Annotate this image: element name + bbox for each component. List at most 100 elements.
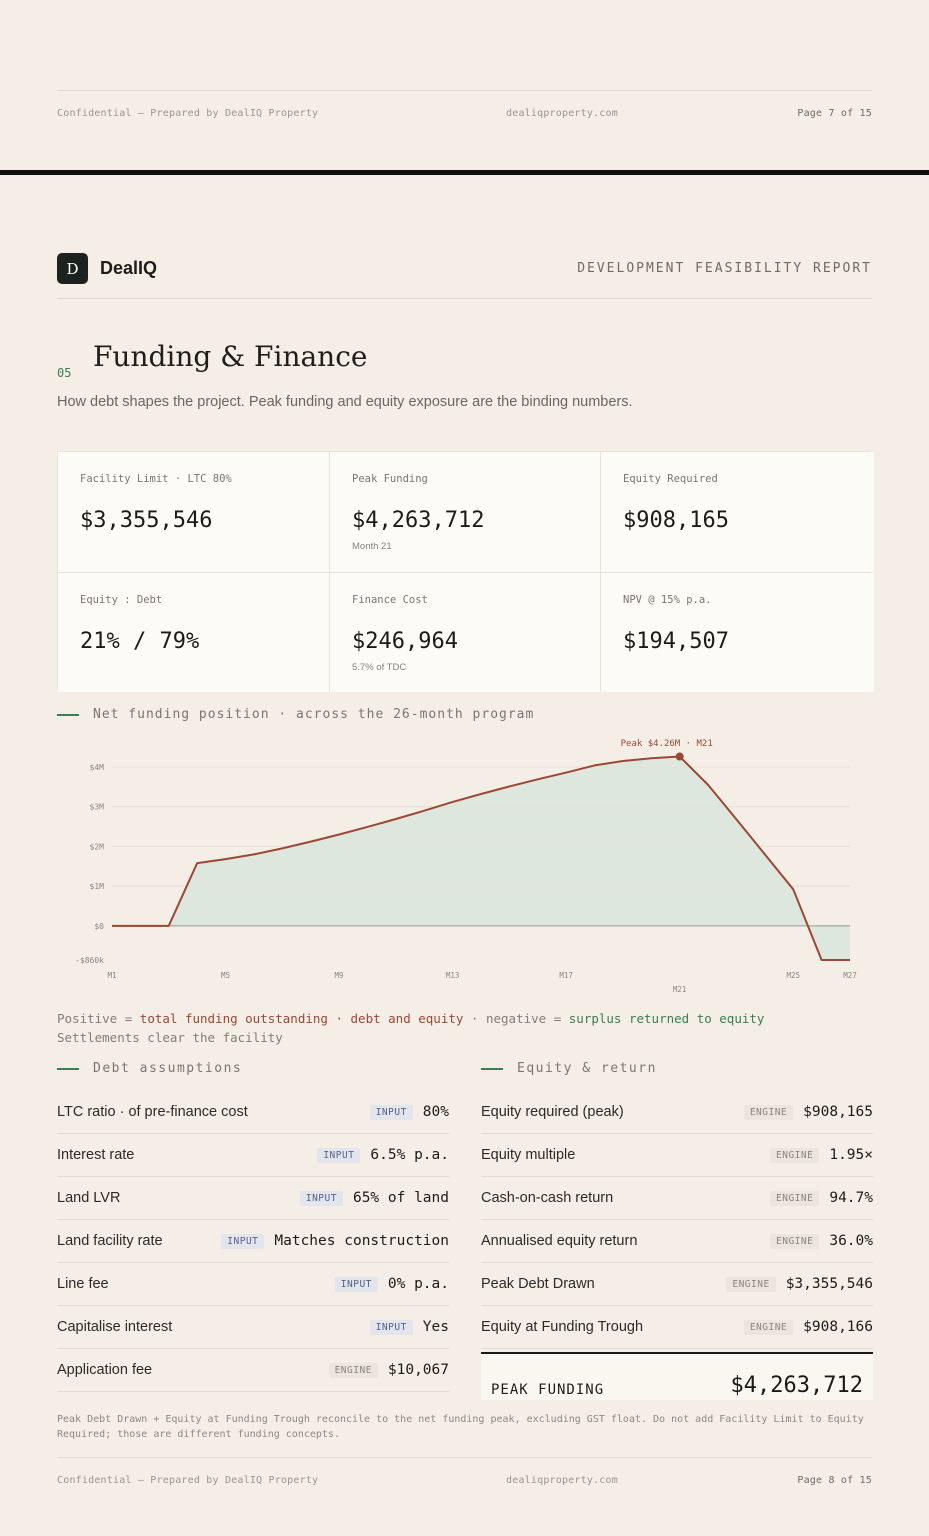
page8-footer: Confidential — Prepared by DealIQ Proper… [57,1457,872,1497]
header-divider [57,298,872,299]
section-subtitle: How debt shapes the project. Peak fundin… [57,394,633,410]
footer-confidential: Confidential — Prepared by DealIQ Proper… [57,1475,319,1486]
engine-badge: ENGINE [328,1362,378,1378]
footer-confidential: Confidential — Prepared by DealIQ Proper… [57,108,319,119]
row-value: 1.95× [829,1147,873,1163]
table-row: Equity multiple ENGINE 1.95× [481,1134,873,1177]
x-tick-label: M13 [446,971,460,980]
row-value-group: INPUT Yes [369,1306,449,1348]
heading-dash-icon [481,1067,503,1070]
kpi-label: Facility Limit · LTC 80% [80,473,232,485]
row-value-group: ENGINE 94.7% [770,1177,873,1219]
row-label: Equity required (peak) [481,1104,624,1120]
reconciliation-note: Peak Debt Drawn + Equity at Funding Trou… [57,1414,864,1440]
debt-assumptions-table: LTC ratio · of pre-finance cost INPUT 80% I… [57,1091,449,1392]
row-value: $10,067 [387,1362,449,1378]
brand: D DealIQ [57,253,157,284]
legend-positive-label: Positive = [57,1011,140,1026]
y-tick-label: $4M [90,763,105,772]
row-value: 36.0% [829,1233,873,1249]
row-value: 6.5% p.a. [370,1147,449,1163]
table-row: Land facility rate INPUT Matches construct… [57,1220,449,1263]
peak-funding-summary: PEAK FUNDING $4,263,712 [481,1352,873,1400]
table-row: Line fee INPUT 0% p.a. [57,1263,449,1306]
legend-positive-text: total funding outstanding · debt and equ… [139,1011,464,1026]
section-title: Funding & Finance [93,340,368,373]
table-row: Cash-on-cash return ENGINE 94.7% [481,1177,873,1220]
row-value: $908,166 [803,1319,873,1335]
peak-marker [675,752,684,761]
x-tick-label: M25 [786,971,800,980]
row-value: 65% of land [352,1190,449,1206]
debt-heading: Debt assumptions [57,1061,242,1076]
input-badge: INPUT [221,1233,265,1249]
engine-badge: ENGINE [770,1233,820,1249]
row-value-group: INPUT 6.5% p.a. [317,1134,449,1176]
row-label: Peak Debt Drawn [481,1276,595,1292]
row-label: LTC ratio · of pre-finance cost [57,1104,248,1120]
footer-page-number: Page 8 of 15 [797,1475,872,1486]
row-value: 80% [422,1104,449,1120]
equity-heading: Equity & return [481,1061,657,1076]
footer-website: dealiqproperty.com [506,108,618,119]
table-row: Equity required (peak) ENGINE $908,165 [481,1091,873,1134]
kpi-card: Facility Limit · LTC 80% $3,355,546 [58,452,329,572]
row-value: 94.7% [829,1190,873,1206]
row-value-group: ENGINE $908,165 [743,1091,873,1133]
chart-caption: Net funding position · across the 26-mon… [57,707,534,722]
row-value-group: INPUT Matches construction [221,1220,449,1262]
input-badge: INPUT [334,1276,378,1292]
kpi-label: Peak Funding [352,473,428,485]
table-row: Annualised equity return ENGINE 36.0% [481,1220,873,1263]
debt-heading-text: Debt assumptions [93,1061,243,1076]
table-row: Equity at Funding Trough ENGINE $908,166 [481,1306,873,1349]
kpi-value: $246,964 [352,629,458,654]
x-tick-label: M1 [107,971,116,980]
y-tick-label: $0 [94,922,104,931]
y-tick-label: $3M [90,803,105,812]
engine-badge: ENGINE [726,1276,776,1292]
engine-badge: ENGINE [770,1190,820,1206]
kpi-card: Peak Funding $4,263,712 Month 21 [330,452,600,572]
kpi-label: Equity Required [623,473,718,485]
legend-negative-label: · negative = [463,1011,569,1026]
kpi-value: $908,165 [623,508,729,533]
kpi-grid: Facility Limit · LTC 80% $3,355,546 Peak… [57,451,874,692]
kpi-note: 5.7% of TDC [352,662,407,673]
table-row: Land LVR INPUT 65% of land [57,1177,449,1220]
x-tick-label: M5 [221,971,230,980]
x-tick-label: M17 [559,971,573,980]
row-value-group: ENGINE $10,067 [328,1349,449,1391]
section-number: 05 [57,366,72,380]
page7-footer: Confidential — Prepared by DealIQ Proper… [57,90,872,130]
row-label: Annualised equity return [481,1233,638,1249]
footer-page-number: Page 7 of 15 [797,108,872,119]
kpi-label: Finance Cost [352,594,428,606]
x-tick-label: M21 [673,985,687,994]
kpi-value: 21% / 79% [80,629,200,654]
engine-badge: ENGINE [743,1319,794,1335]
table-row: Capitalise interest INPUT Yes [57,1306,449,1349]
input-badge: INPUT [369,1104,413,1120]
input-badge: INPUT [317,1147,361,1163]
row-value-group: INPUT 65% of land [299,1177,449,1219]
page-break-divider [0,170,929,175]
row-label: Capitalise interest [57,1319,173,1335]
row-value-group: ENGINE 36.0% [770,1220,873,1262]
brand-logo-icon: D [57,253,88,284]
row-label: Interest rate [57,1147,135,1163]
report-title: DEVELOPMENT FEASIBILITY REPORT [577,261,872,276]
row-value: $3,355,546 [785,1276,873,1292]
row-value: $908,165 [803,1104,873,1120]
table-row: Interest rate INPUT 6.5% p.a. [57,1134,449,1177]
input-badge: INPUT [369,1319,413,1335]
kpi-value: $4,263,712 [352,508,485,533]
net-funding-chart: $4M $3M $2M $1M $0 -$860k Peak $4.26M · M21 M1 M… [75,739,857,994]
kpi-note: Month 21 [352,541,392,552]
kpi-card: NPV @ 15% p.a. $194,507 [601,573,874,692]
row-label: Application fee [57,1362,153,1378]
row-value: 0% p.a. [387,1276,449,1292]
row-label: Land LVR [57,1190,121,1206]
equity-heading-text: Equity & return [517,1061,657,1076]
row-value-group: ENGINE $908,166 [743,1306,873,1348]
